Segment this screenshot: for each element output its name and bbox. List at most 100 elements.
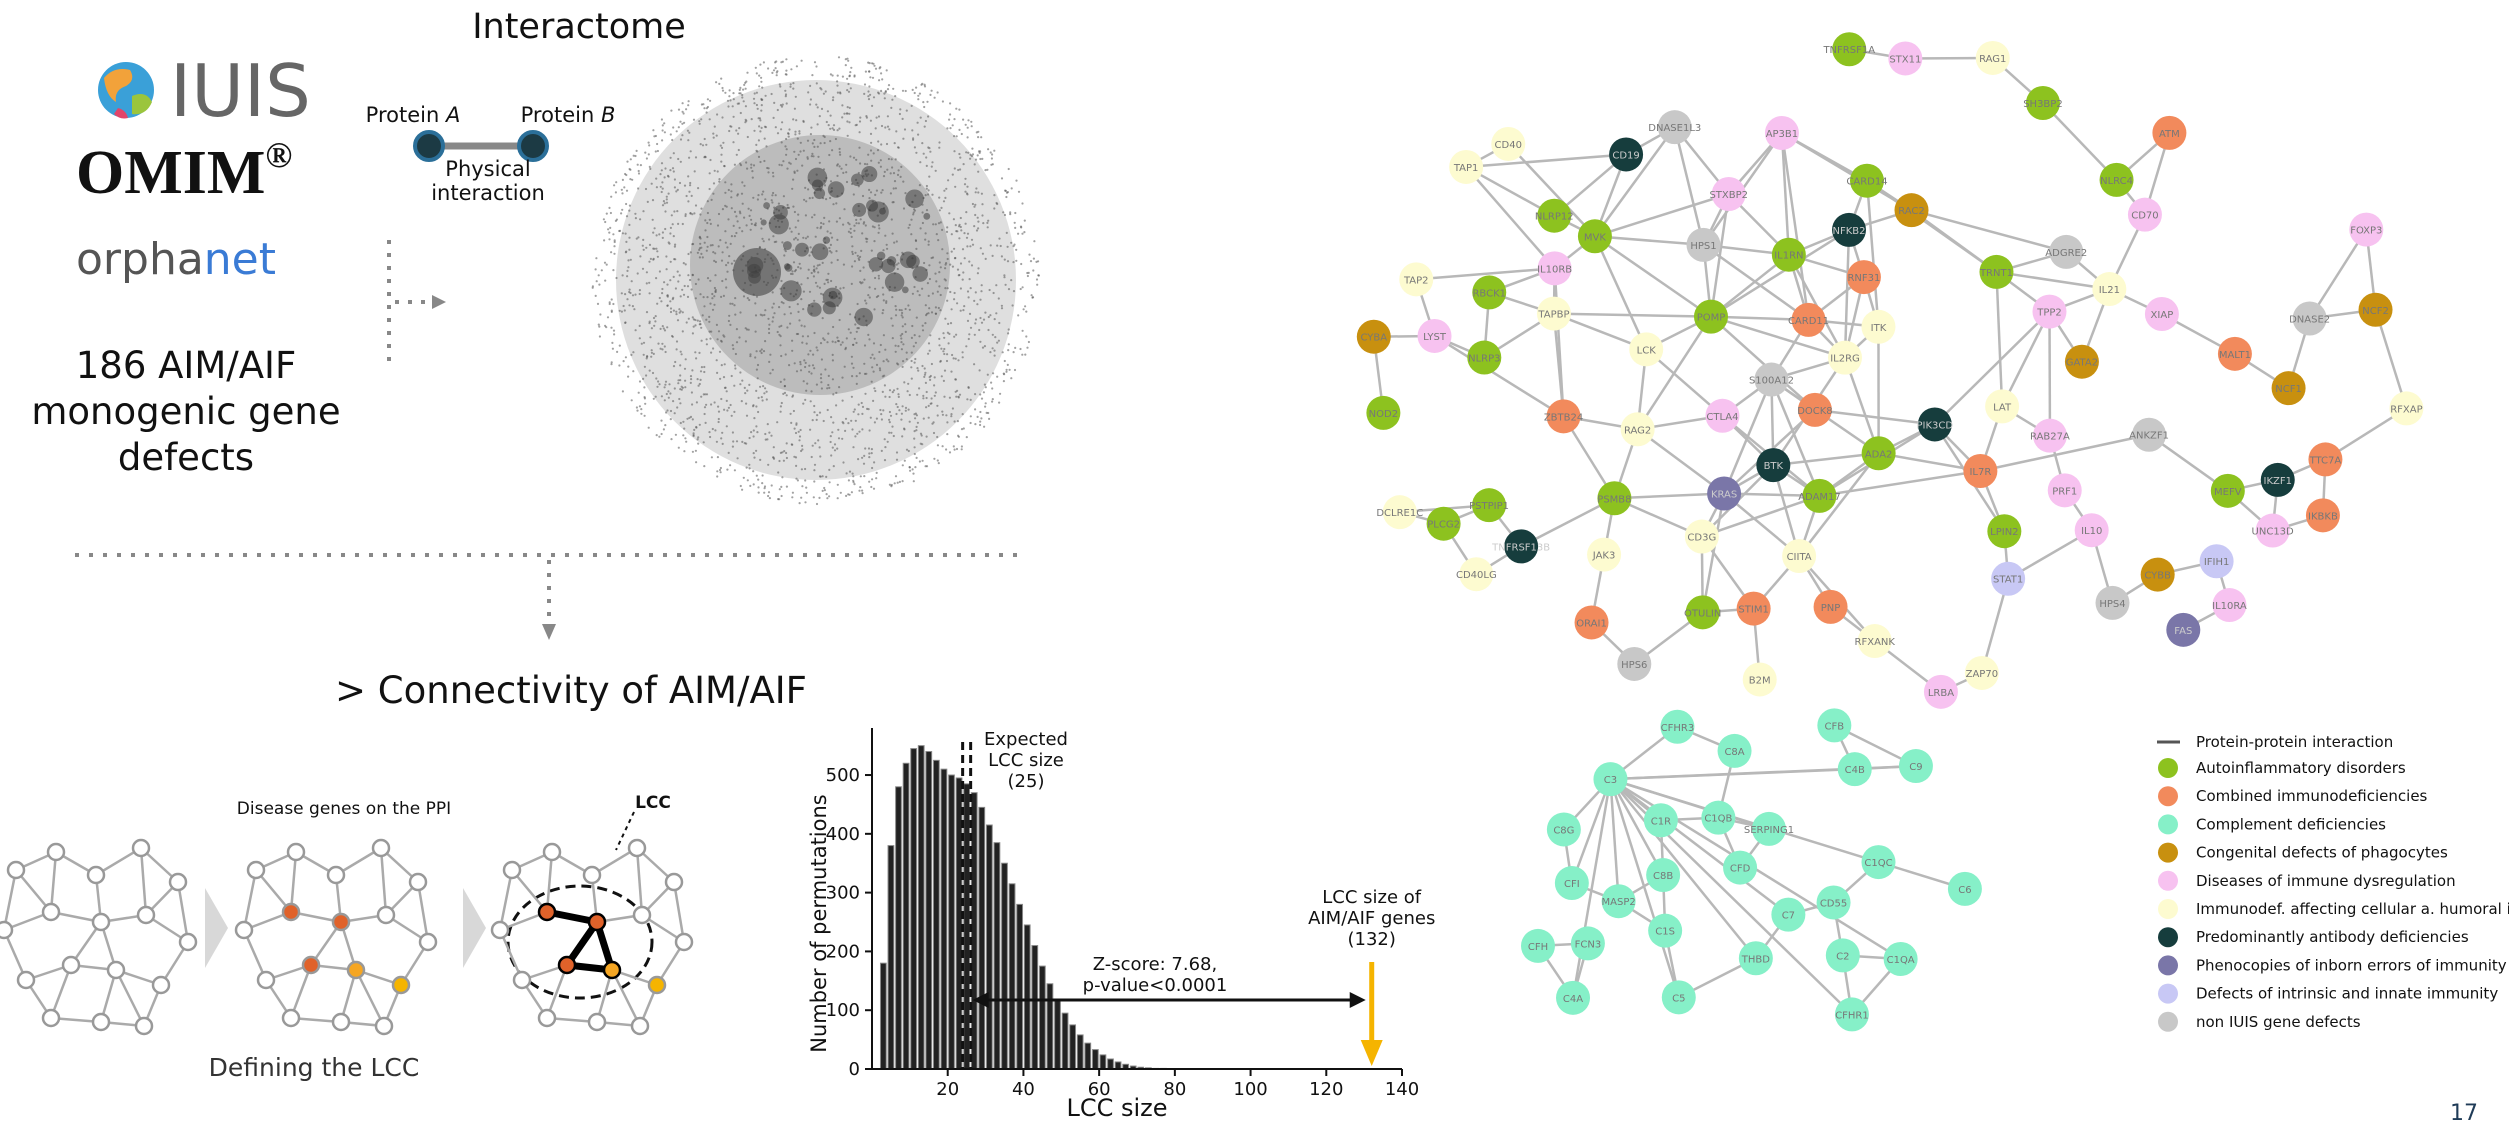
hairball-dot: [780, 61, 782, 63]
hairball-dot: [832, 96, 834, 98]
hairball-dot: [974, 322, 976, 324]
hairball-dot: [913, 208, 915, 210]
hairball-dot: [673, 365, 675, 367]
hairball-dot: [884, 384, 886, 386]
schematic-node: [43, 904, 59, 920]
hairball-dot: [607, 316, 609, 318]
hairball-dot: [771, 199, 773, 201]
hairball-dot: [907, 390, 909, 392]
hairball-dot: [800, 429, 802, 431]
hairball-dot: [666, 326, 668, 328]
hairball-dot: [850, 87, 852, 89]
hairball-dot: [841, 104, 843, 106]
hairball-dot: [806, 383, 808, 385]
hairball-dot: [996, 202, 998, 204]
hairball-dot: [805, 200, 807, 202]
hairball-dot: [608, 238, 610, 240]
hairball-dot: [771, 93, 773, 95]
hairball-dot: [878, 224, 880, 226]
gene-label: HPS4: [2099, 599, 2125, 610]
hairball-dot: [794, 108, 796, 110]
hairball-dot: [670, 157, 672, 159]
legend-label: Immunodef. affecting cellular a. humoral…: [2196, 900, 2509, 918]
hairball-dot: [813, 411, 815, 413]
hairball-dot: [981, 284, 983, 286]
hairball-dot: [955, 358, 957, 360]
hairball-dot: [761, 396, 763, 398]
hairball-dot: [969, 245, 971, 247]
hairball-dot: [941, 375, 943, 377]
hairball-dot: [892, 325, 894, 327]
hairball-dot: [1024, 354, 1026, 356]
hairball-dot: [753, 98, 755, 100]
orphanet-logo: orphanet: [76, 234, 276, 285]
hairball-dot: [775, 126, 777, 128]
hairball-dot: [1014, 227, 1016, 229]
hairball-dot: [922, 101, 924, 103]
hairball-dot: [798, 439, 800, 441]
hairball-cluster: [823, 288, 843, 308]
hairball-dot: [729, 89, 731, 91]
hairball-dot: [868, 338, 870, 340]
hairball-dot: [1005, 284, 1007, 286]
hairball-dot: [854, 74, 856, 76]
hairball-dot: [730, 196, 732, 198]
gene-label: CIITA: [1787, 552, 1812, 563]
hairball-dot: [645, 374, 647, 376]
hairball-dot: [973, 300, 975, 302]
hairball-dot: [715, 289, 717, 291]
hairball-dot: [639, 337, 641, 339]
hairball-dot: [724, 230, 726, 232]
hairball-dot: [720, 340, 722, 342]
hairball-dot: [888, 432, 890, 434]
hairball-dot: [893, 242, 895, 244]
hairball-dot: [845, 495, 847, 497]
hairball-dot: [841, 438, 843, 440]
hairball-dot: [792, 179, 794, 181]
hairball-dot: [775, 194, 777, 196]
gene-label: RAC2: [1898, 206, 1925, 217]
hairball-dot: [657, 343, 659, 345]
hairball-dot: [722, 251, 724, 253]
hairball-dot: [695, 461, 697, 463]
hairball-dot: [877, 140, 879, 142]
hairball-dot: [923, 376, 925, 378]
hairball-dot: [880, 159, 882, 161]
hairball-dot: [1010, 377, 1012, 379]
hairball-dot: [926, 209, 928, 211]
hairball-dot: [695, 297, 697, 299]
hairball-dot: [946, 421, 948, 423]
hairball-dot: [686, 321, 688, 323]
hairball-dot: [795, 432, 797, 434]
gene-label: C2: [1836, 951, 1849, 962]
hairball-dot: [699, 293, 701, 295]
hairball-dot: [604, 262, 606, 264]
hairball-dot: [664, 329, 666, 331]
hairball-dot: [751, 118, 753, 120]
hairball-dot: [882, 309, 884, 311]
hairball-dot: [870, 357, 872, 359]
hairball-dot: [727, 100, 729, 102]
hairball-dot: [939, 261, 941, 263]
hairball-dot: [674, 246, 676, 248]
hairball-dot: [646, 355, 648, 357]
gene-label: C8B: [1653, 871, 1673, 882]
hairball-dot: [674, 387, 676, 389]
hairball-dot: [677, 379, 679, 381]
hairball-dot: [957, 169, 959, 171]
hairball-dot: [699, 213, 701, 215]
hairball-dot: [819, 412, 821, 414]
hairball-dot: [1001, 307, 1003, 309]
hairball-dot: [913, 413, 915, 415]
hairball-dot: [728, 130, 730, 132]
hairball-cluster: [923, 213, 930, 220]
hairball-dot: [876, 472, 878, 474]
hairball-dot: [724, 92, 726, 94]
hairball-dot: [994, 355, 996, 357]
hairball-dot: [966, 186, 968, 188]
hairball-dot: [928, 307, 930, 309]
hairball-dot: [634, 155, 636, 157]
hairball-dot: [688, 318, 690, 320]
hairball-dot: [725, 242, 727, 244]
chevron: [463, 888, 486, 968]
